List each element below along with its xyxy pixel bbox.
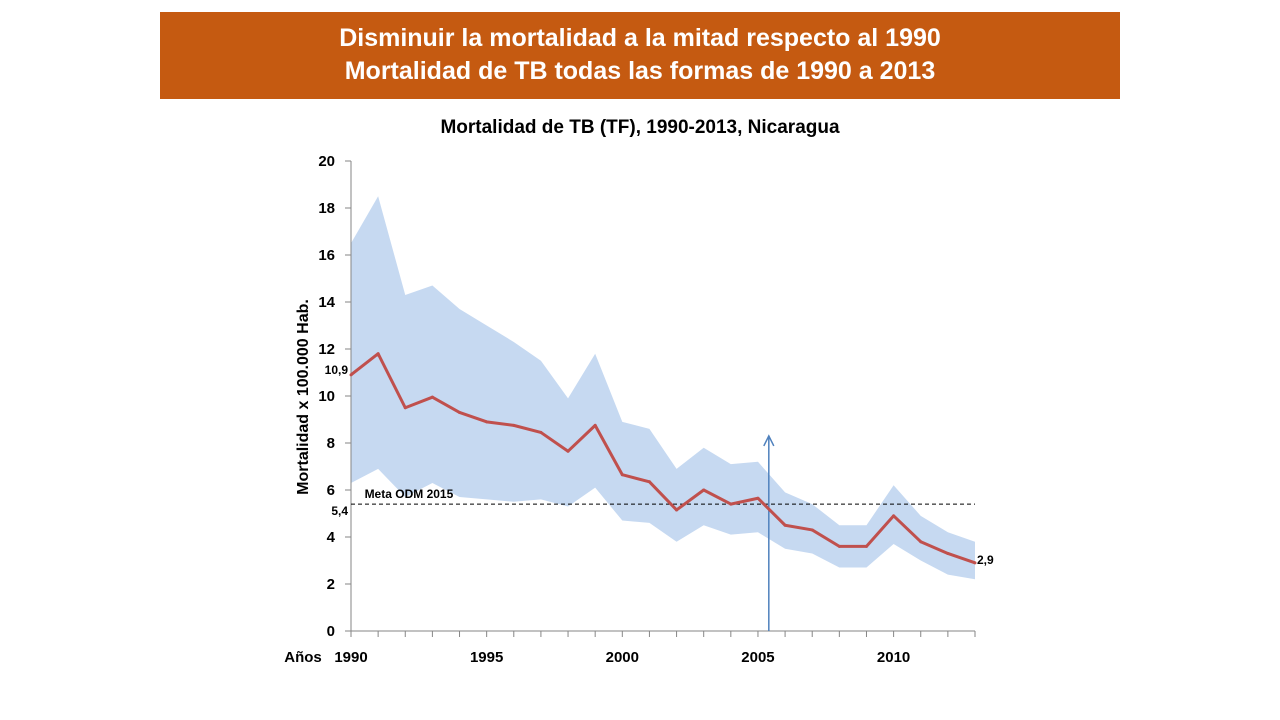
target-value-label: 5,4 bbox=[331, 504, 348, 518]
y-tick-label: 2 bbox=[327, 576, 335, 593]
x-tick-label: 2000 bbox=[606, 649, 639, 666]
x-tick-label: 1995 bbox=[470, 649, 503, 666]
x-tick-label: 1990 bbox=[334, 649, 367, 666]
target-line-label: Meta ODM 2015 bbox=[365, 487, 454, 501]
y-tick-label: 14 bbox=[318, 294, 335, 311]
y-tick-label: 4 bbox=[327, 529, 336, 546]
confidence-band bbox=[351, 196, 975, 580]
first-value-label: 10,9 bbox=[325, 363, 349, 377]
x-tick-label: 2005 bbox=[741, 649, 774, 666]
chart-title: Mortalidad de TB (TF), 1990-2013, Nicara… bbox=[440, 117, 840, 138]
y-tick-label: 20 bbox=[318, 153, 335, 170]
y-tick-label: 10 bbox=[318, 388, 335, 405]
mortality-line bbox=[350, 352, 976, 565]
y-tick-label: 16 bbox=[318, 247, 335, 264]
y-tick-label: 8 bbox=[327, 435, 335, 452]
slide-header-banner: Disminuir la mortalidad a la mitad respe… bbox=[160, 12, 1120, 99]
last-value-label: 2,9 bbox=[977, 553, 994, 567]
y-tick-label: 0 bbox=[327, 623, 335, 640]
marker-arrow-head bbox=[763, 434, 775, 447]
y-tick-label: 12 bbox=[318, 341, 335, 358]
x-tick-label: 2010 bbox=[877, 649, 910, 666]
header-line-2: Mortalidad de TB todas las formas de 199… bbox=[344, 57, 936, 85]
y-axis-label: Mortalidad x 100.000 Hab. bbox=[295, 299, 312, 495]
y-tick-label: 6 bbox=[327, 482, 335, 499]
x-axis-label: Años bbox=[284, 649, 322, 666]
y-tick-label: 18 bbox=[318, 200, 335, 217]
header-line-1: Disminuir la mortalidad a la mitad respe… bbox=[339, 24, 941, 52]
